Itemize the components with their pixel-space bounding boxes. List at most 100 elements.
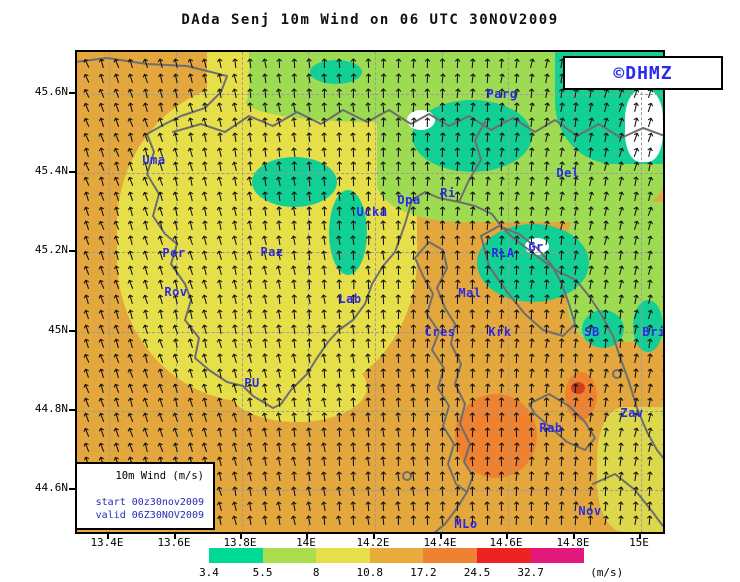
lat-tick-mark [69,409,76,411]
page-title: DAda Senj 10m Wind on 06 UTC 30NOV2009 [181,12,559,28]
lat-tick-mark [69,171,76,173]
latlon-grid-layer [77,52,663,532]
wind-speed-region [625,90,663,162]
lat-tick-mark [69,92,76,94]
lat-tick-label: 44.8N [34,402,68,415]
lon-tick-label: 13.6E [157,536,191,549]
gridline-meridian [176,52,177,532]
colorbar-tick-label: 24.5 [463,566,491,579]
colorbar-tick-label: 8 [312,566,320,579]
station-label-gr: Gr [528,240,544,254]
station-label-cres: Cres [424,325,456,339]
gridline-parallel [77,332,663,333]
island-krk-outline [480,225,576,337]
wind-speed-fill-layer [77,52,663,532]
wind-speed-region [571,382,585,394]
station-label-zav: Zav [620,406,644,420]
gridline-parallel [77,411,663,412]
gridline-meridian [242,52,243,532]
lat-tick-mark [69,250,76,252]
lat-tick-label: 45N [48,323,68,336]
border-river-line [172,109,663,139]
gridline-meridian [308,52,309,532]
station-label-parg: Parg [486,87,518,101]
station-label-mlo: MLo [454,517,478,531]
wind-speed-region [310,60,362,84]
wind-speed-region [227,352,367,422]
coastline-layer [77,57,663,532]
colorbar-tick-label: 10.8 [356,566,384,579]
station-label-por: Por [162,246,186,260]
wind-speed-region [633,300,663,352]
station-label-layer: Uma Por Rov Paz Lab Ucka Opa Ri Parg Del RLA Gr Mal C… [77,52,663,532]
lon-tick-label: 14.4E [423,536,457,549]
colorbar-segment [369,548,424,563]
gridline-meridian [641,52,642,532]
lon-tick-mark [240,532,242,539]
lon-tick-mark [373,532,375,539]
colorbar-tick-label: 5.5 [252,566,273,579]
lat-tick-label: 45.4N [34,164,68,177]
island-pag-outline [592,473,663,527]
wind-speed-region [455,394,537,478]
lon-tick-label: 14E [296,536,316,549]
colorbar-segment [530,548,585,563]
station-label-uma: Uma [142,153,166,167]
gridline-parallel [77,252,663,253]
station-label-mal: Mal [458,286,482,300]
station-label-rov: Rov [164,285,188,299]
lat-tick-label: 44.6N [34,481,68,494]
legend-start-line: start 00z30nov2009 [95,497,204,508]
island-cres-outline [414,241,474,493]
station-label-bri: Bri [642,325,665,339]
lon-tick-label: 14.8E [556,536,590,549]
lon-tick-mark [306,532,308,539]
station-label-ucka: Ucka [356,205,388,219]
island-prvic-outline [612,369,622,379]
station-label-rla: RLA [491,246,515,260]
lon-tick-label: 13.4E [90,536,124,549]
wind-arrow-layer: ↑ ↑ ↑ ↑ ↑ ↑ ↑ ↑ ↑ ↑ ↑ ↑ ↑ ↑ ↑ ↑ ↑ ↑ ↑ ↑ ↑ ↑ ↑ ↑ ↑ ↑ ↑ ↑ ↑ ↑ ↑ ↑ ↑ ↑ ↑ ↑ ↑ ↑ ↑ ↑… [77,52,663,532]
lat-tick-mark [69,330,76,332]
gridline-meridian [375,52,376,532]
wind-arrow: ↑ [348,278,360,294]
colorbar-tick-label: 32.7 [517,566,544,579]
lon-tick-mark [506,532,508,539]
gridline-meridian [575,52,576,532]
wind-speed-region [117,82,417,402]
coastline-istria-mainland [77,57,663,460]
lon-tick-mark [573,532,575,539]
legend-valid-line: valid 06Z30NOV2009 [95,510,204,521]
colorbar-tick-label: 3.4 [199,566,219,579]
wind-speed-region [565,372,597,420]
wind-speed-region [477,224,589,302]
colorbar-segment [262,548,317,563]
lat-tick-mark [69,488,76,490]
colorbar-tick-label: 17.2 [410,566,437,579]
lon-tick-mark [440,532,442,539]
lat-tick-label: 45.2N [34,243,68,256]
gridline-meridian [442,52,443,532]
colorbar-segment [209,548,263,563]
gridline-parallel [77,490,663,491]
wind-speed-region [412,100,532,172]
station-label-ri: Ri [440,186,456,200]
station-label-lab: Lab [338,292,362,306]
station-label-krk: Krk [488,325,512,339]
colorbar-segment [423,548,477,563]
dhmz-watermark-box: ©DHMZ [563,56,723,90]
lon-tick-label: 14.6E [489,536,523,549]
lon-tick-mark [639,532,641,539]
map-panel: ↑ ↑ ↑ ↑ ↑ ↑ ↑ ↑ ↑ ↑ ↑ ↑ ↑ ↑ ↑ ↑ ↑ ↑ ↑ ↑ ↑ ↑ ↑ ↑ ↑ ↑ ↑ ↑ ↑ ↑ ↑ ↑ ↑ ↑ ↑ ↑ ↑ ↑ ↑ ↑… [75,50,665,534]
wind-arrow: ↑ [437,499,449,515]
gridline-parallel [77,173,663,174]
wind-arrow: ↑ [392,219,404,235]
lon-tick-mark [174,532,176,539]
lon-tick-label: 14.2E [356,536,390,549]
lon-tick-label: 15E [629,536,649,549]
station-label-rab: Rab [539,421,563,435]
wind-arrow: ↑ [363,234,375,249]
station-label-paz: Paz [260,245,284,259]
colorbar-segment [316,548,370,563]
